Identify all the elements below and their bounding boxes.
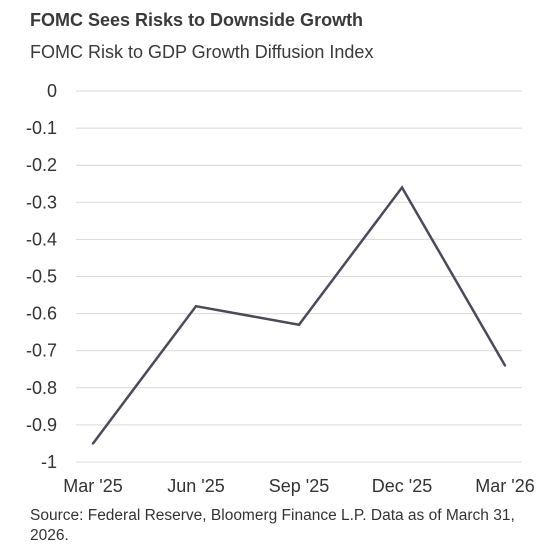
y-tick-label: 0 — [47, 81, 57, 101]
gridlines — [76, 90, 522, 463]
chart-subtitle: FOMC Risk to GDP Growth Diffusion Index — [30, 42, 374, 62]
data-point — [400, 186, 404, 189]
x-tick-label: Mar '26 — [475, 476, 534, 496]
source-note: Source: Federal Reserve, Bloomerg Financ… — [30, 507, 515, 544]
y-tick-label: -0.8 — [26, 378, 57, 398]
y-axis-ticks: 0 -0.1 -0.2 -0.3 -0.4 -0.5 -0.6 -0.7 -0.8 -0.9 -1 — [26, 81, 57, 472]
series-line — [92, 185, 507, 445]
x-tick-label: Jun '25 — [167, 476, 224, 496]
data-point — [91, 442, 95, 445]
y-tick-label: -1 — [41, 452, 57, 472]
series-layer — [91, 185, 507, 445]
y-tick-label: -0.4 — [26, 229, 57, 249]
y-tick-label: -0.6 — [26, 304, 57, 324]
y-tick-label: -0.3 — [26, 192, 57, 212]
x-axis-ticks: Mar '25 Jun '25 Sep '25 Dec '25 Mar '26 — [63, 476, 534, 496]
y-tick-label: -0.1 — [26, 118, 57, 138]
y-tick-label: -0.7 — [26, 341, 57, 361]
chart-title: FOMC Sees Risks to Downside Growth — [30, 10, 364, 30]
y-tick-label: -0.5 — [26, 267, 57, 287]
data-point — [503, 364, 507, 367]
x-tick-label: Sep '25 — [269, 476, 330, 496]
x-tick-label: Mar '25 — [63, 476, 122, 496]
data-point — [297, 323, 301, 326]
y-tick-label: -0.2 — [26, 155, 57, 175]
x-tick-label: Dec '25 — [372, 476, 432, 496]
y-tick-label: -0.9 — [26, 415, 57, 435]
data-point — [194, 304, 198, 308]
